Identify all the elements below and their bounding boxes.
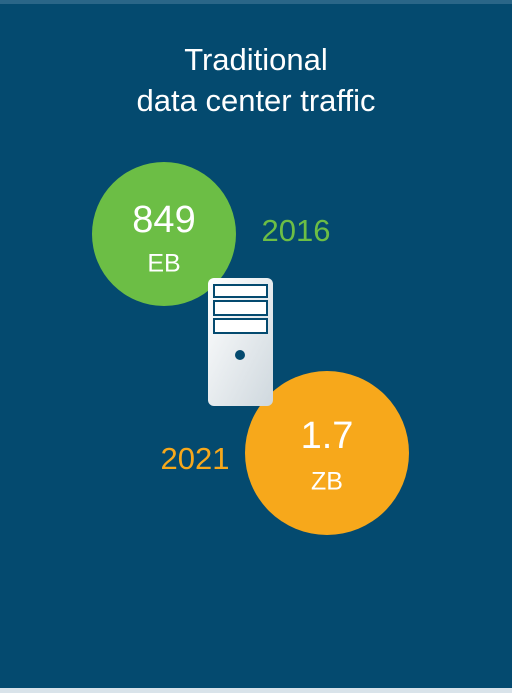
top-strip	[0, 0, 512, 4]
year: 2016	[262, 213, 331, 248]
value: 1.7	[301, 415, 354, 457]
title-line: Traditional	[184, 42, 328, 77]
circle-2016	[92, 162, 236, 306]
server-bay	[213, 284, 268, 298]
server-bay	[213, 300, 268, 316]
server-bay	[213, 318, 268, 334]
unit: EB	[147, 250, 180, 278]
unit: ZB	[311, 468, 343, 496]
year: 2021	[161, 441, 230, 476]
server-icon	[208, 278, 273, 406]
title-line: data center traffic	[137, 83, 376, 118]
value: 849	[132, 199, 195, 241]
server-led	[235, 350, 245, 360]
bottom-strip	[0, 688, 512, 693]
circle-2021	[245, 371, 409, 535]
